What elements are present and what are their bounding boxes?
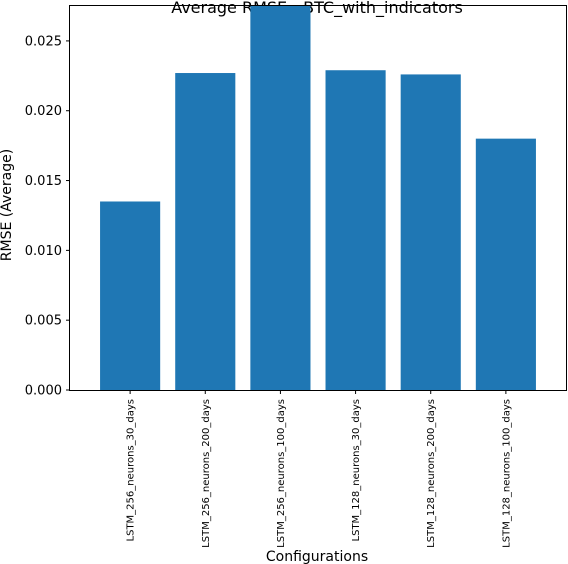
y-axis-ticks: 0.000 0.005 0.010 0.015 0.020 0.025 <box>25 34 70 399</box>
y-tick-label: 0.000 <box>25 384 62 399</box>
bars-layer <box>100 6 536 391</box>
bar-5 <box>400 74 461 391</box>
x-axis-title: Configurations <box>266 549 368 564</box>
y-axis-title: RMSE (Average) <box>0 149 15 261</box>
x-tick-label: LSTM_256_neurons_30_days <box>126 399 137 541</box>
bar-4 <box>325 70 386 390</box>
plot-frame <box>69 5 567 391</box>
bar-1 <box>100 201 161 390</box>
chart-title: Average RMSE - BTC_with_indicators <box>171 0 463 18</box>
bar-3 <box>250 6 311 390</box>
x-tick-label: LSTM_128_neurons_200_days <box>426 399 437 548</box>
y-tick-label: 0.005 <box>25 314 62 329</box>
y-tick-label: 0.010 <box>25 244 62 259</box>
y-tick-label: 0.025 <box>25 34 62 49</box>
y-tick-label: 0.015 <box>25 174 62 189</box>
x-tick-label: LSTM_256_neurons_200_days <box>201 399 212 548</box>
x-axis-ticks: LSTM_256_neurons_30_days LSTM_256_neurons… <box>126 390 512 548</box>
x-tick-label: LSTM_128_neurons_30_days <box>351 399 362 541</box>
y-tick-label: 0.020 <box>25 104 62 119</box>
x-tick-label: LSTM_128_neurons_100_days <box>501 399 512 548</box>
bar-2 <box>175 73 236 390</box>
x-tick-label: LSTM_256_neurons_100_days <box>276 399 287 548</box>
bar-6 <box>475 138 536 390</box>
